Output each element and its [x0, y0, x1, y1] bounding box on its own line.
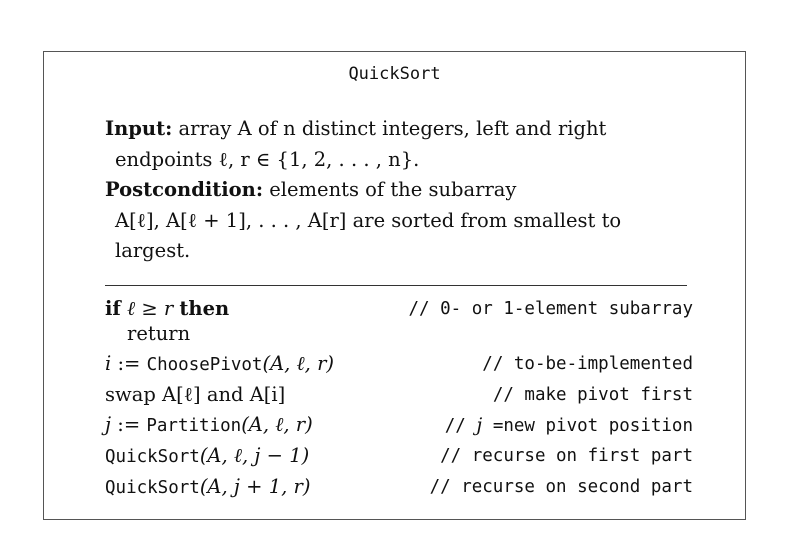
input-line-2: endpoints ℓ, r ∈ {1, 2, . . . , n}.: [115, 147, 420, 171]
comment-text-4: =new pivot position: [482, 416, 693, 437]
code-line-5: QuickSort(A, ℓ, j − 1) // recurse on fir…: [105, 441, 693, 472]
postcondition-line-2: A[ℓ], A[ℓ + 1], . . . , A[r] are sorted …: [115, 208, 622, 232]
keyword-then: then: [179, 297, 230, 320]
code-line-6: QuickSort(A, j + 1, r) // recurse on sec…: [105, 472, 693, 503]
fn-choosepivot: ChoosePivot: [146, 354, 263, 375]
code-statement-6: QuickSort(A, j + 1, r): [105, 472, 310, 504]
args-6: (A, j + 1, r): [199, 474, 311, 498]
args-4: (A, ℓ, r): [241, 413, 313, 437]
fn-quicksort-1: QuickSort: [105, 447, 200, 468]
code-line-2: i := ChoosePivot(A, ℓ, r) // to-be-imple…: [105, 349, 693, 380]
specification: Input: array A of n distinct integers, l…: [105, 114, 705, 267]
args-5: (A, ℓ, j − 1): [199, 444, 310, 468]
assign-op-4: :=: [111, 413, 147, 437]
comment-prefix-4: //: [444, 416, 477, 437]
fn-quicksort-2: QuickSort: [105, 477, 200, 498]
code-comment-2: // to-be-implemented: [482, 353, 693, 374]
var-j: j: [105, 413, 112, 437]
input-label: Input:: [105, 117, 173, 140]
algorithm-title: QuickSort: [348, 64, 441, 84]
code-statement-4: j := Partition(A, ℓ, r): [105, 410, 313, 442]
code-line-return: return: [105, 321, 693, 349]
code-comment-3: // make pivot first: [492, 384, 693, 405]
code-comment-5: // recurse on first part: [440, 446, 693, 467]
postcondition-line: Postcondition: elements of the subarray: [105, 175, 705, 206]
condition: ℓ ≥ r: [127, 297, 174, 320]
code-comment-4: // j =new pivot position: [445, 410, 693, 442]
code-line-4: j := Partition(A, ℓ, r) // j =new pivot …: [105, 410, 693, 441]
var-i: i: [105, 351, 112, 375]
pseudocode: if ℓ ≥ r then // 0- or 1-element subarra…: [105, 294, 693, 503]
code-statement-3: swap A[ℓ] and A[i]: [105, 382, 286, 406]
code-comment-6: // recurse on second part: [429, 476, 693, 497]
code-statement-5: QuickSort(A, ℓ, j − 1): [105, 441, 309, 473]
fn-partition: Partition: [146, 416, 242, 437]
code-statement-2: i := ChoosePivot(A, ℓ, r): [105, 349, 334, 381]
return-statement: return: [127, 321, 191, 345]
postcondition-line-3: largest.: [115, 239, 191, 262]
code-comment-1: // 0- or 1-element subarray: [408, 299, 693, 319]
code-statement-1: if ℓ ≥ r then: [105, 294, 229, 325]
assign-op-2: :=: [111, 351, 147, 375]
args-2: (A, ℓ, r): [262, 351, 335, 375]
code-line-1: if ℓ ≥ r then // 0- or 1-element subarra…: [105, 294, 693, 325]
input-text-1: array A of n distinct integers, left and…: [178, 117, 607, 140]
input-line: Input: array A of n distinct integers, l…: [105, 114, 705, 145]
code-line-3: swap A[ℓ] and A[i] // make pivot first: [105, 380, 693, 411]
postcondition-label: Postcondition:: [105, 178, 264, 201]
separator-rule: [105, 285, 687, 286]
algorithm-box: QuickSort Input: array A of n distinct i…: [43, 51, 746, 520]
keyword-if: if: [105, 297, 121, 320]
comment-var-j: j: [476, 414, 483, 437]
postcondition-text-1: elements of the subarray: [269, 178, 517, 201]
